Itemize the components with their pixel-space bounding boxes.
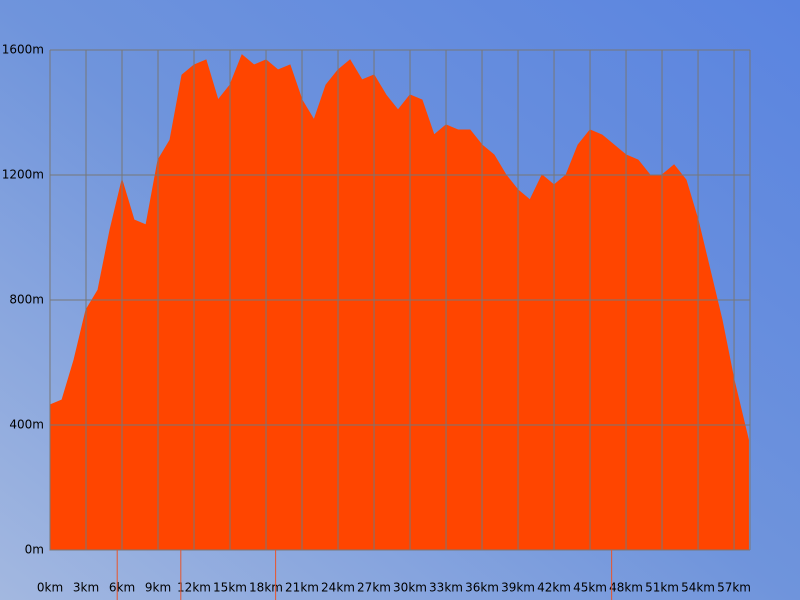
x-tick-label: 57km [717,581,751,595]
x-tick-label: 0km [37,581,63,595]
y-tick-label: 400m [9,418,44,432]
x-tick-label: 39km [501,581,535,595]
x-tick-label: 42km [537,581,571,595]
x-tick-label: 54km [681,581,715,595]
x-tick-label: 9km [145,581,171,595]
x-tick-label: 12km [177,581,211,595]
x-tick-label: 51km [645,581,679,595]
x-tick-label: 6km [109,581,135,595]
x-tick-label: 30km [393,581,427,595]
x-tick-label: 27km [357,581,391,595]
x-tick-label: 33km [429,581,463,595]
x-tick-label: 15km [213,581,247,595]
y-tick-label: 1600m [2,43,44,57]
x-tick-label: 18km [249,581,283,595]
x-tick-label: 45km [573,581,607,595]
y-tick-label: 1200m [2,168,44,182]
y-tick-label: 0m [25,543,44,557]
y-tick-label: 800m [9,293,44,307]
x-tick-label: 36km [465,581,499,595]
x-tick-label: 24km [321,581,355,595]
x-tick-label: 48km [609,581,643,595]
x-tick-label: 3km [73,581,99,595]
x-tick-label: 21km [285,581,319,595]
